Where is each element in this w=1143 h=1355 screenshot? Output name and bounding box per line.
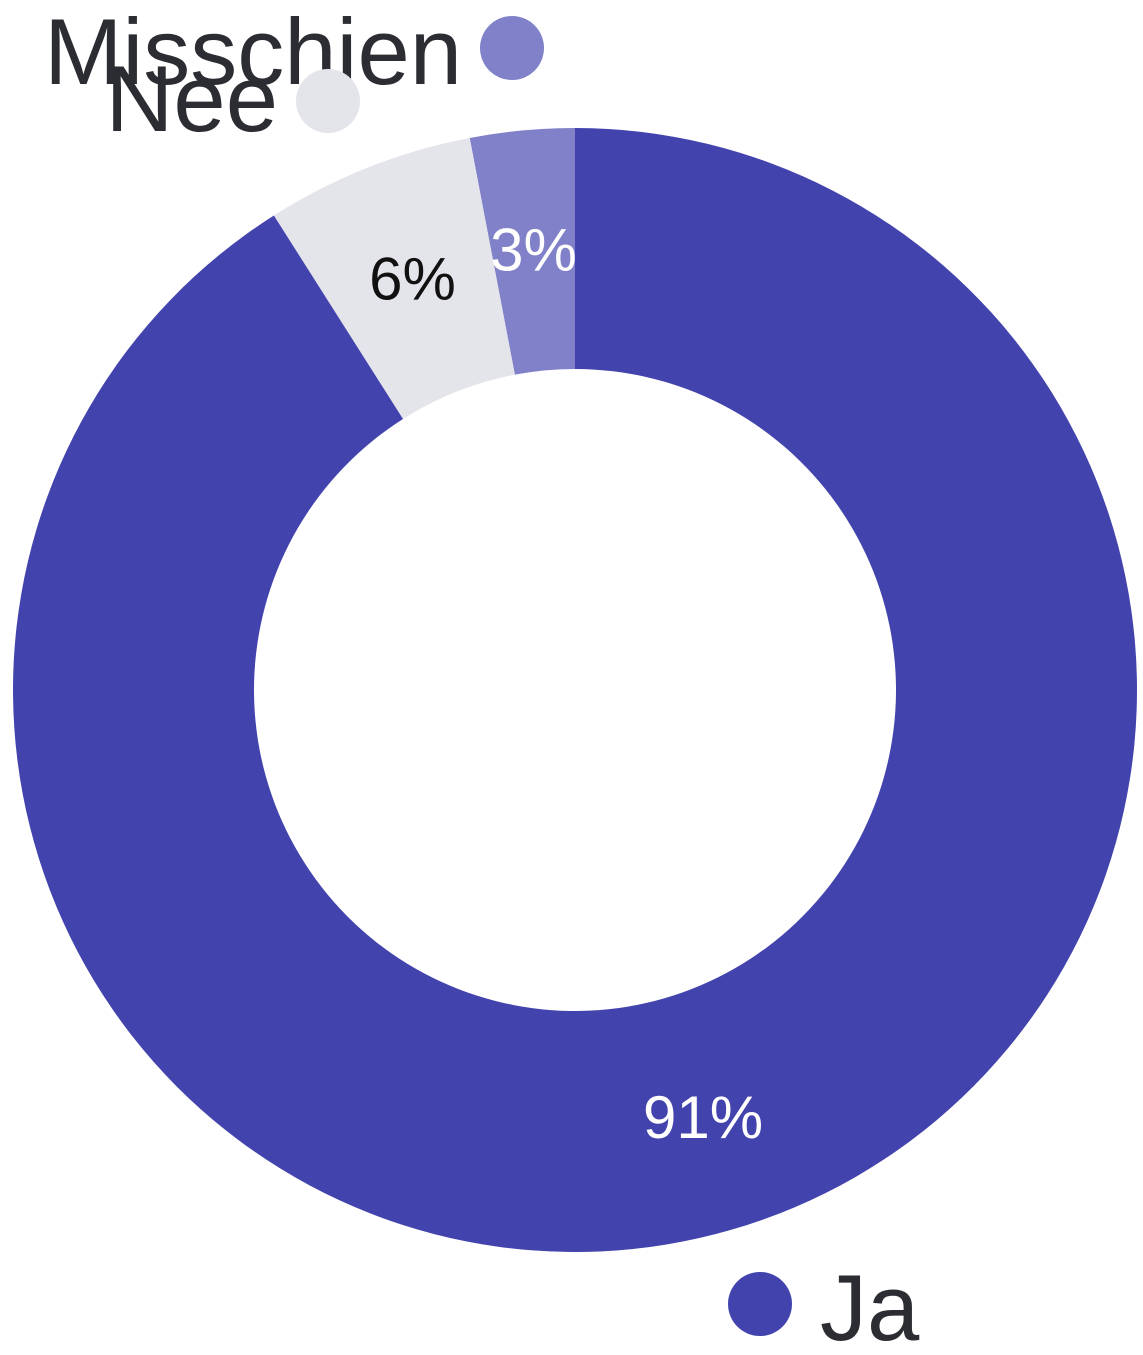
legend: Misschien Nee Ja: [44, 0, 920, 1355]
slice-label-ja: 91%: [643, 1084, 763, 1151]
slice-label-nee: 6%: [369, 246, 456, 313]
donut-slice-ja: [12, 127, 1137, 1252]
legend-dot-ja: [728, 1272, 792, 1336]
donut-slice-misschien: [469, 128, 575, 375]
legend-label-ja: Ja: [820, 1255, 920, 1355]
legend-label-nee: Nee: [106, 46, 278, 151]
legend-dot-misschien: [480, 16, 544, 80]
legend-label-misschien: Misschien: [44, 0, 462, 104]
donut-slice-nee: [273, 137, 515, 419]
donut-slices: [12, 127, 1137, 1252]
slice-label-misschien: 3%: [490, 216, 577, 283]
donut-slice-labels: 91% 6% 3%: [369, 216, 763, 1151]
legend-dot-nee: [296, 69, 360, 133]
